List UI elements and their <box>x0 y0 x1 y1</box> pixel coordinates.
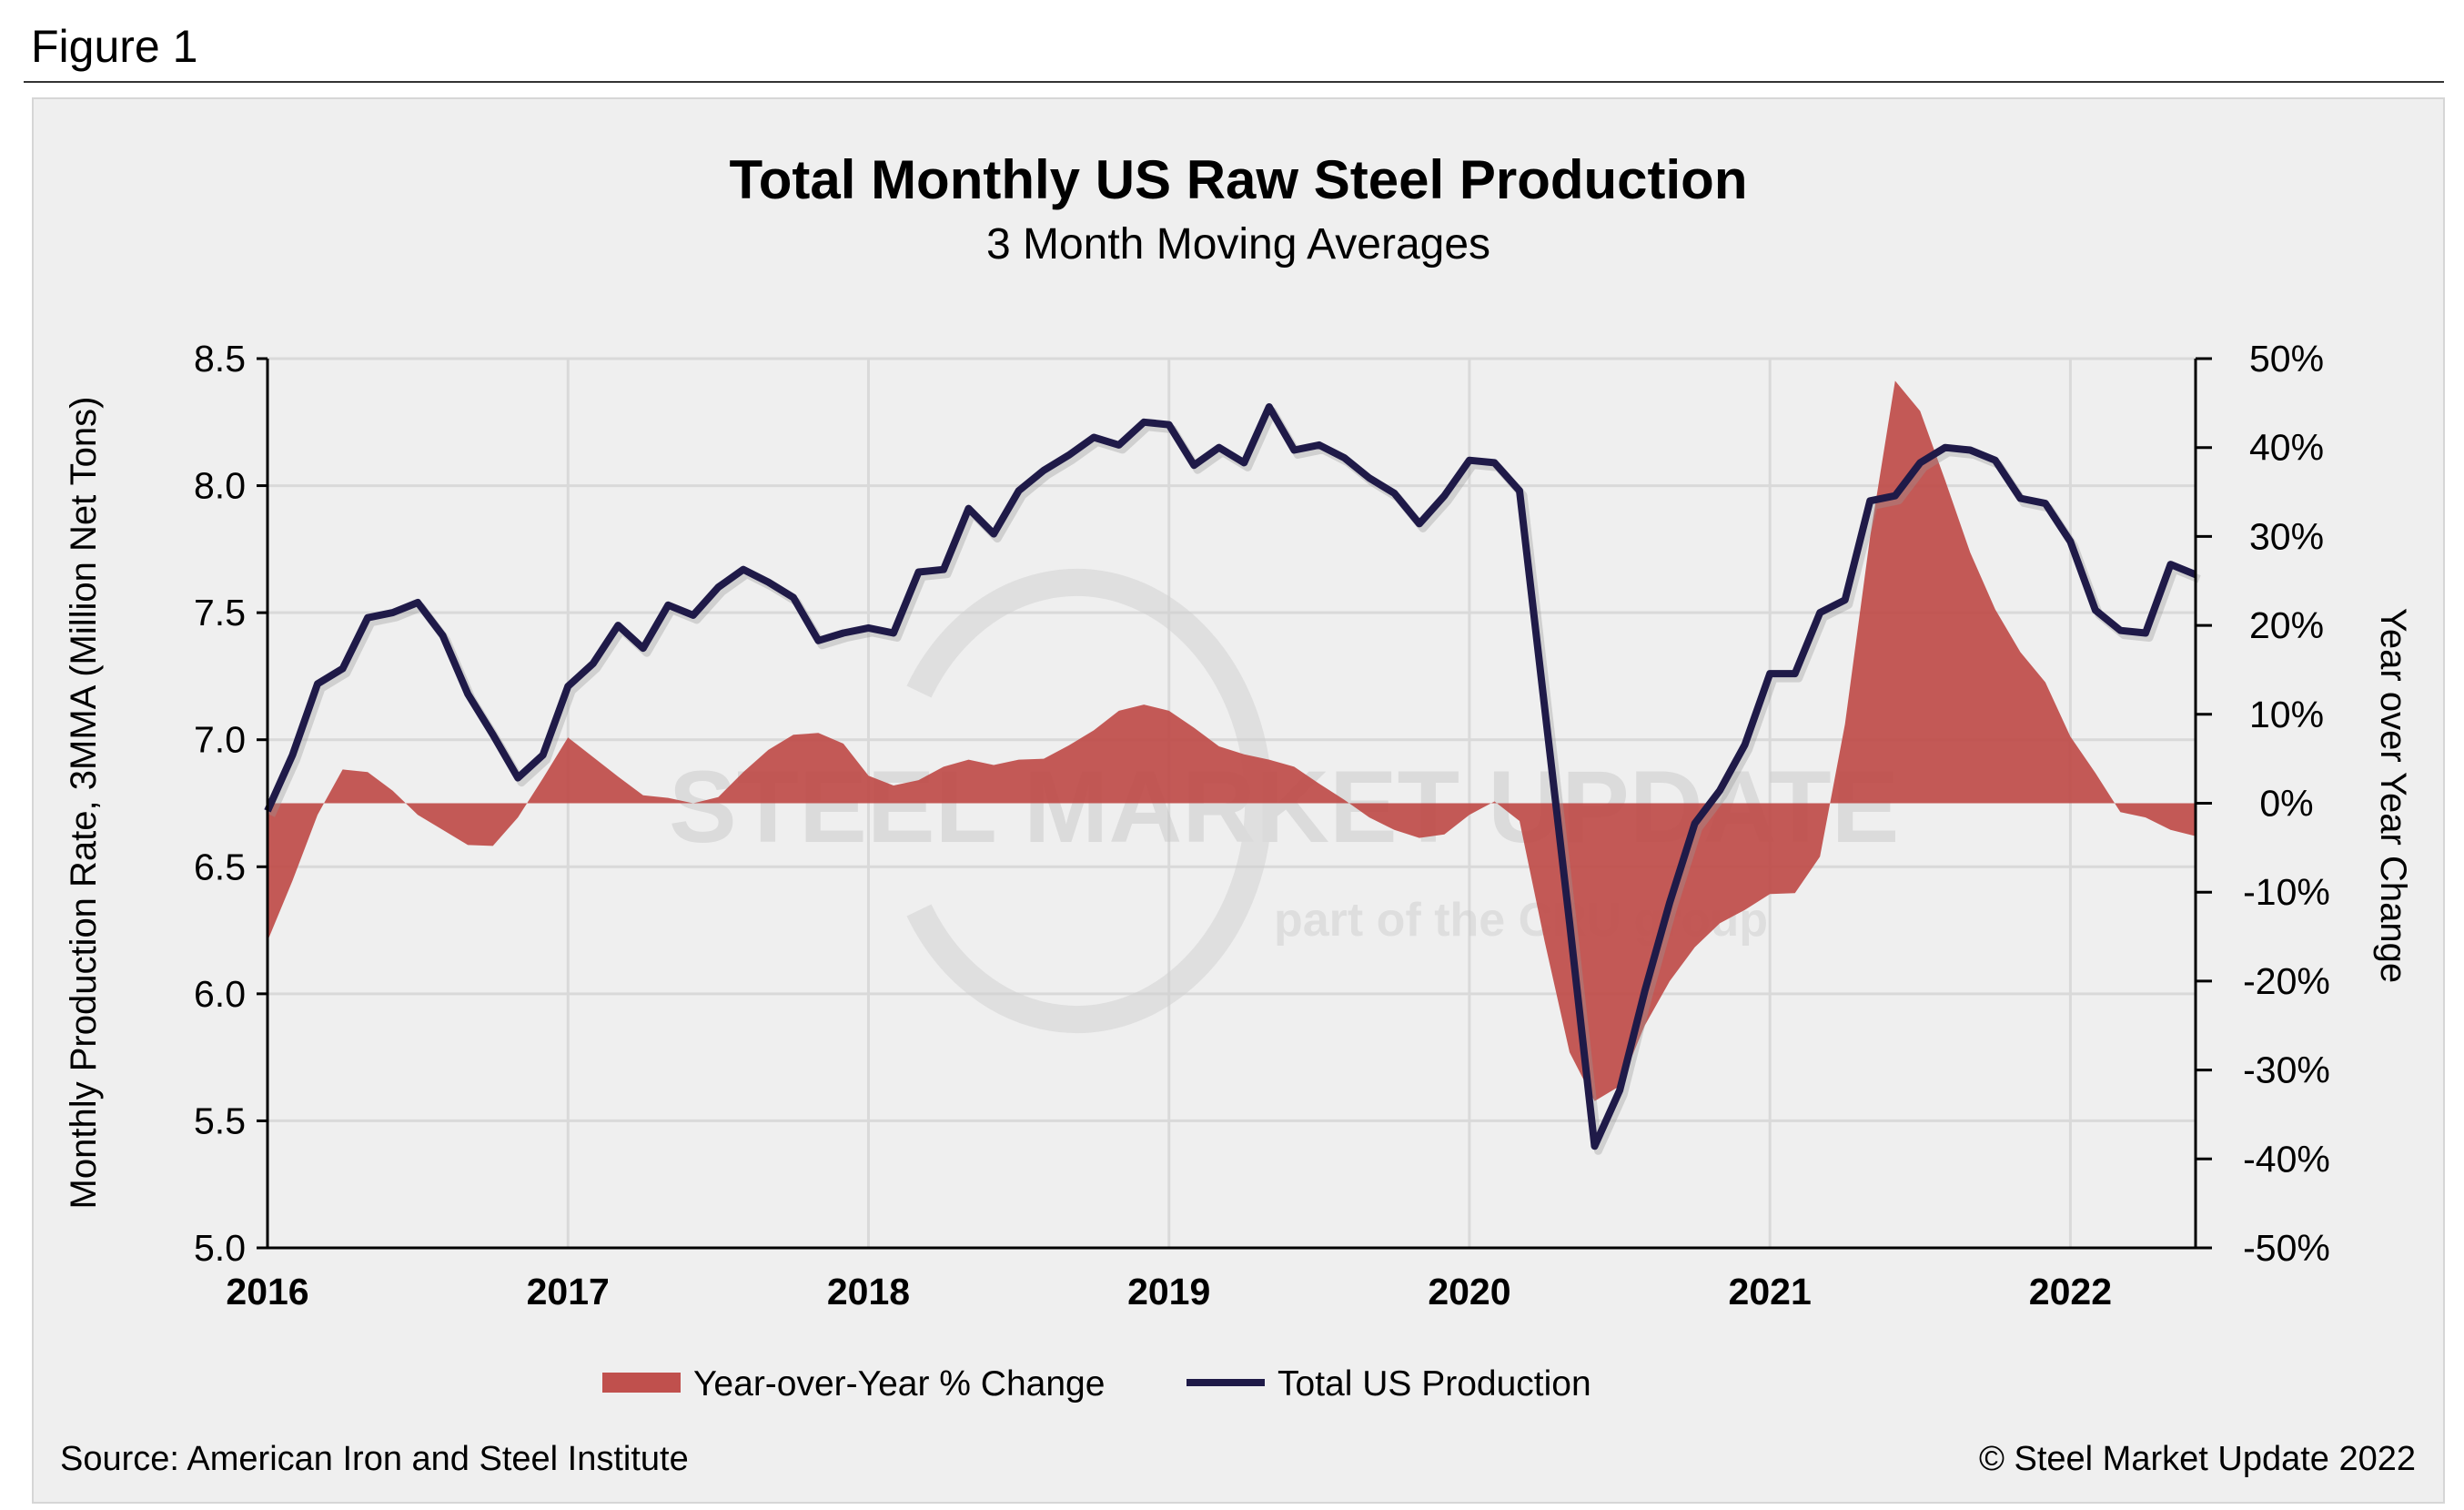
y-tick-label: 8.0 <box>194 465 246 507</box>
x-tick-label: 2020 <box>1428 1271 1510 1312</box>
x-tick-label: 2016 <box>226 1271 308 1312</box>
y2-tick-label: -40% <box>2243 1138 2330 1180</box>
legend: Year-over-Year % Change Total US Product… <box>602 1364 1591 1404</box>
chart-subtitle: 3 Month Moving Averages <box>986 220 1490 269</box>
x-tick-label: 2018 <box>827 1271 910 1312</box>
legend-label-yoy: Year-over-Year % Change <box>693 1364 1105 1404</box>
axes: 5.0 5.5 6.0 6.5 7.0 7.5 8.0 8.5 -50% -40% -30% -20%… <box>194 338 2330 1312</box>
source-note: Source: American Iron and Steel Institut… <box>60 1440 689 1478</box>
y2-tick-label: 50% <box>2249 338 2324 380</box>
y-tick-label: 6.0 <box>194 973 246 1015</box>
legend-swatch-yoy <box>602 1373 681 1393</box>
divider <box>24 81 2444 83</box>
figure-label: Figure 1 <box>31 21 198 72</box>
production-line <box>264 403 2197 1150</box>
y2-tick-label: 30% <box>2249 515 2324 557</box>
y2-tick-label: 20% <box>2249 604 2324 646</box>
yoy-area-series <box>268 380 2196 1101</box>
y2-tick-label: -10% <box>2243 871 2330 913</box>
chart-title: Total Monthly US Raw Steel Production <box>730 149 1748 210</box>
x-tick-label: 2019 <box>1127 1271 1210 1312</box>
y2-tick-label: -50% <box>2243 1227 2330 1269</box>
x-tick-label: 2021 <box>1729 1271 1812 1312</box>
x-tick-label: 2022 <box>2029 1271 2112 1312</box>
y2-axis-title: Year over Year Change <box>2373 608 2413 983</box>
y-tick-label: 5.5 <box>194 1100 246 1141</box>
y2-tick-label: 10% <box>2249 694 2324 735</box>
y-tick-label: 5.0 <box>194 1227 246 1269</box>
y-tick-label: 7.5 <box>194 592 246 633</box>
y-axis-title: Monthly Production Rate, 3MMA (Million N… <box>64 397 104 1210</box>
y-tick-label: 6.5 <box>194 846 246 887</box>
y-tick-label: 7.0 <box>194 719 246 761</box>
x-tick-label: 2017 <box>527 1271 610 1312</box>
production-line-series <box>264 403 2201 1155</box>
y2-tick-label: -30% <box>2243 1049 2330 1091</box>
y2-tick-label: 0% <box>2259 783 2313 825</box>
yoy-area <box>268 380 2196 1101</box>
copyright-note: © Steel Market Update 2022 <box>1979 1440 2416 1478</box>
y2-tick-label: 40% <box>2249 427 2324 469</box>
y-tick-label: 8.5 <box>194 338 246 380</box>
y2-tick-label: -20% <box>2243 960 2330 1002</box>
legend-label-production: Total US Production <box>1277 1364 1591 1404</box>
